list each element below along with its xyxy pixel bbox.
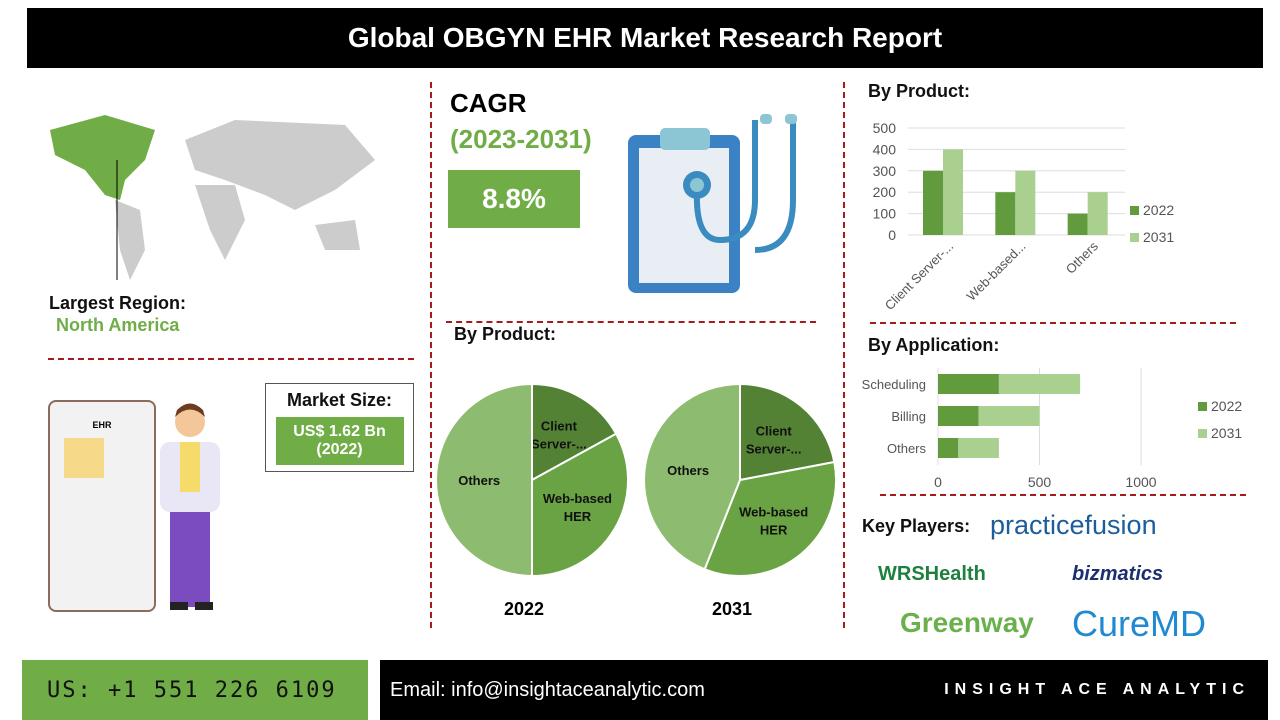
pie-label: HER (564, 509, 592, 524)
clipboard-stethoscope-icon (628, 114, 797, 293)
divider (430, 82, 432, 628)
footer-brand: INSIGHT ACE ANALYTIC (944, 681, 1250, 698)
legend-swatch (1130, 233, 1139, 242)
ehr-tablet-illustration: EHR (48, 400, 156, 612)
pie-label: Server-... (531, 437, 587, 452)
pie-label: Others (667, 463, 709, 478)
bar (938, 406, 979, 426)
y-tick-label: Others (887, 441, 927, 456)
y-tick-label: 0 (888, 227, 896, 243)
bar (1067, 213, 1088, 235)
pie-slice (643, 382, 741, 571)
largest-region-label: Largest Region: (49, 293, 187, 313)
cagr-period: (2023-2031) (450, 124, 592, 154)
divider (870, 322, 1236, 324)
logo-wrshealth: WRSHealth (878, 563, 986, 585)
pie-label: Client (756, 423, 793, 438)
market-size-year: (2022) (316, 441, 363, 458)
legend-label: 2022 (1211, 398, 1242, 414)
legend-label: 2031 (1211, 425, 1242, 441)
bar (923, 170, 943, 235)
y-tick-label: 100 (873, 206, 897, 222)
pie-label: Server-... (746, 441, 802, 456)
divider (48, 358, 414, 360)
bar (938, 374, 999, 394)
pie-slice (739, 382, 836, 482)
logo-curemd: CureMD (1072, 603, 1207, 644)
bar (938, 438, 959, 458)
y-tick-label: 300 (873, 163, 897, 179)
footer-email[interactable]: Email: info@insightaceanalytic.com (390, 678, 705, 701)
application-bar-chart: 0 500 1000 Scheduling Billing Others 2022 2031 (862, 368, 1242, 490)
x-tick-label: 0 (934, 474, 942, 490)
logo-bizmatics: bizmatics (1072, 563, 1164, 585)
y-tick-label: 400 (873, 141, 897, 157)
market-size-label: Market Size: (286, 390, 393, 410)
pie-year-label: 2022 (504, 599, 544, 619)
pie-label: Others (458, 473, 500, 488)
x-tick-label: 1000 (1125, 474, 1156, 490)
pie-slice (435, 382, 533, 578)
world-map-icon (50, 115, 375, 280)
pie-label: Web-based (739, 505, 808, 520)
bar (1015, 170, 1036, 235)
legend-label: 2031 (1143, 229, 1174, 245)
y-tick-label: Scheduling (862, 377, 926, 392)
pie-year-label: 2031 (712, 599, 752, 619)
bar (1087, 192, 1108, 235)
bar (998, 374, 1081, 394)
report-title: Global OBGYN EHR Market Research Report (27, 8, 1263, 68)
cagr-label: CAGR (450, 88, 527, 118)
product-pie-charts: Client Server-... Web-based HER Others 2022 Cl… (435, 382, 837, 619)
x-tick-label: Others (1063, 238, 1102, 277)
pie-label: HER (760, 523, 788, 538)
logo-practicefusion: practicefusion (990, 510, 1157, 540)
product-heading: By Product: (868, 81, 971, 101)
cagr-value: 8.8% (448, 170, 580, 228)
x-tick-label: 500 (1028, 474, 1052, 490)
legend-swatch (1130, 206, 1139, 215)
logo-greenway: Greenway (900, 607, 1034, 638)
bar (943, 149, 963, 235)
divider (880, 494, 1246, 496)
divider (446, 321, 816, 323)
pie-heading: By Product: (454, 324, 557, 344)
legend-swatch (1198, 402, 1207, 411)
market-size-value: US$ 1.62 Bn (293, 423, 386, 440)
pie-label: Client (541, 419, 578, 434)
key-players-label: Key Players: (862, 516, 971, 536)
y-tick-label: Billing (891, 409, 926, 424)
largest-region-value: North America (56, 315, 180, 335)
application-heading: By Application: (868, 335, 1000, 355)
bar (995, 192, 1016, 235)
pie-label: Web-based (543, 491, 612, 506)
y-tick-label: 500 (873, 120, 897, 136)
bar (958, 438, 999, 458)
x-tick-label: Web-based... (964, 239, 1029, 304)
footer-bar: Email: info@insightaceanalytic.com INSIG… (380, 660, 1268, 720)
x-tick-label: Client Server-... (882, 239, 956, 313)
pie-slice (531, 382, 618, 482)
legend-label: 2022 (1143, 202, 1174, 218)
market-size-card: Market Size: US$ 1.62 Bn (2022) (265, 383, 414, 472)
divider (843, 82, 845, 628)
y-tick-label: 200 (873, 184, 897, 200)
legend-swatch (1198, 429, 1207, 438)
product-bar-chart: 0 100 200 300 400 500 Client Server-... Web-bas… (873, 120, 1175, 313)
footer-phone: US: +1 551 226 6109 (22, 660, 368, 720)
ehr-label: EHR (92, 420, 112, 430)
pie-slice (531, 432, 629, 578)
bar (978, 406, 1040, 426)
pie-slice (703, 460, 837, 577)
doctor-icon (160, 403, 220, 610)
